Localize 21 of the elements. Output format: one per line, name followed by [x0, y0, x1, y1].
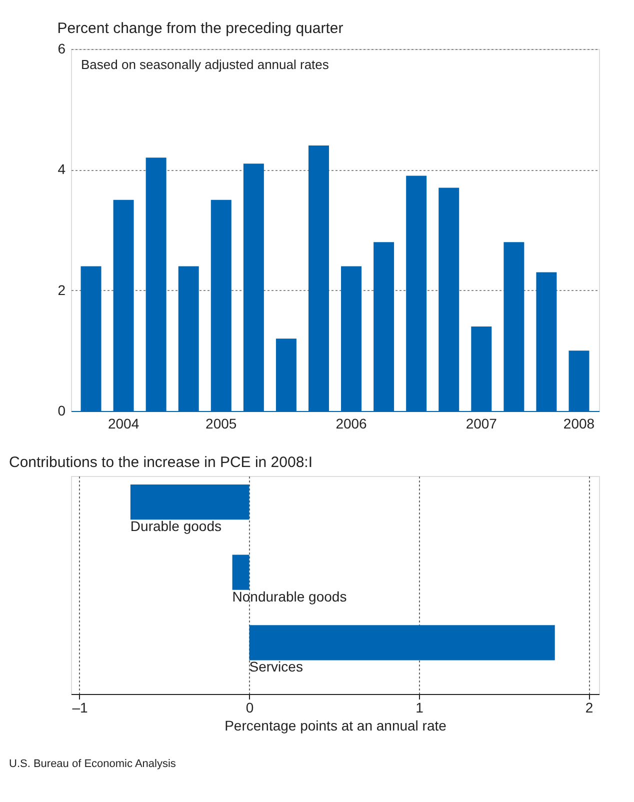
x-tick-label: 2006 [336, 416, 368, 432]
x-tick-label: 2004 [108, 416, 140, 432]
x-tick-label: –1 [72, 700, 88, 716]
x-axis-title: Percentage points at an annual rate [224, 718, 447, 734]
y-tick-label: Nondurable goods [232, 588, 347, 604]
y-tick-label: 6 [58, 40, 66, 56]
chart-title: Percent change from the preceding quarter [57, 20, 344, 37]
x-tick-label: 2007 [466, 416, 498, 432]
y-tick-label: Services [249, 658, 303, 675]
annotation: Based on seasonally adjusted annual rates [81, 57, 330, 72]
x-tick-label: 2005 [206, 416, 237, 432]
y-tick-label: Durable goods [130, 518, 222, 534]
x-tick-label: 0 [246, 700, 254, 716]
chart-title: Contributions to the increase in PCE in 2008:I [9, 454, 313, 471]
x-tick-label: 2 [585, 700, 594, 716]
text: U.S. Bureau of Economic Analysis [9, 758, 176, 770]
x-tick-label: 2008 [563, 416, 595, 432]
y-tick-label: 4 [58, 161, 66, 178]
y-tick-label: 2 [58, 282, 66, 298]
y-tick-label: 0 [58, 402, 66, 418]
x-tick-label: 1 [416, 700, 424, 716]
